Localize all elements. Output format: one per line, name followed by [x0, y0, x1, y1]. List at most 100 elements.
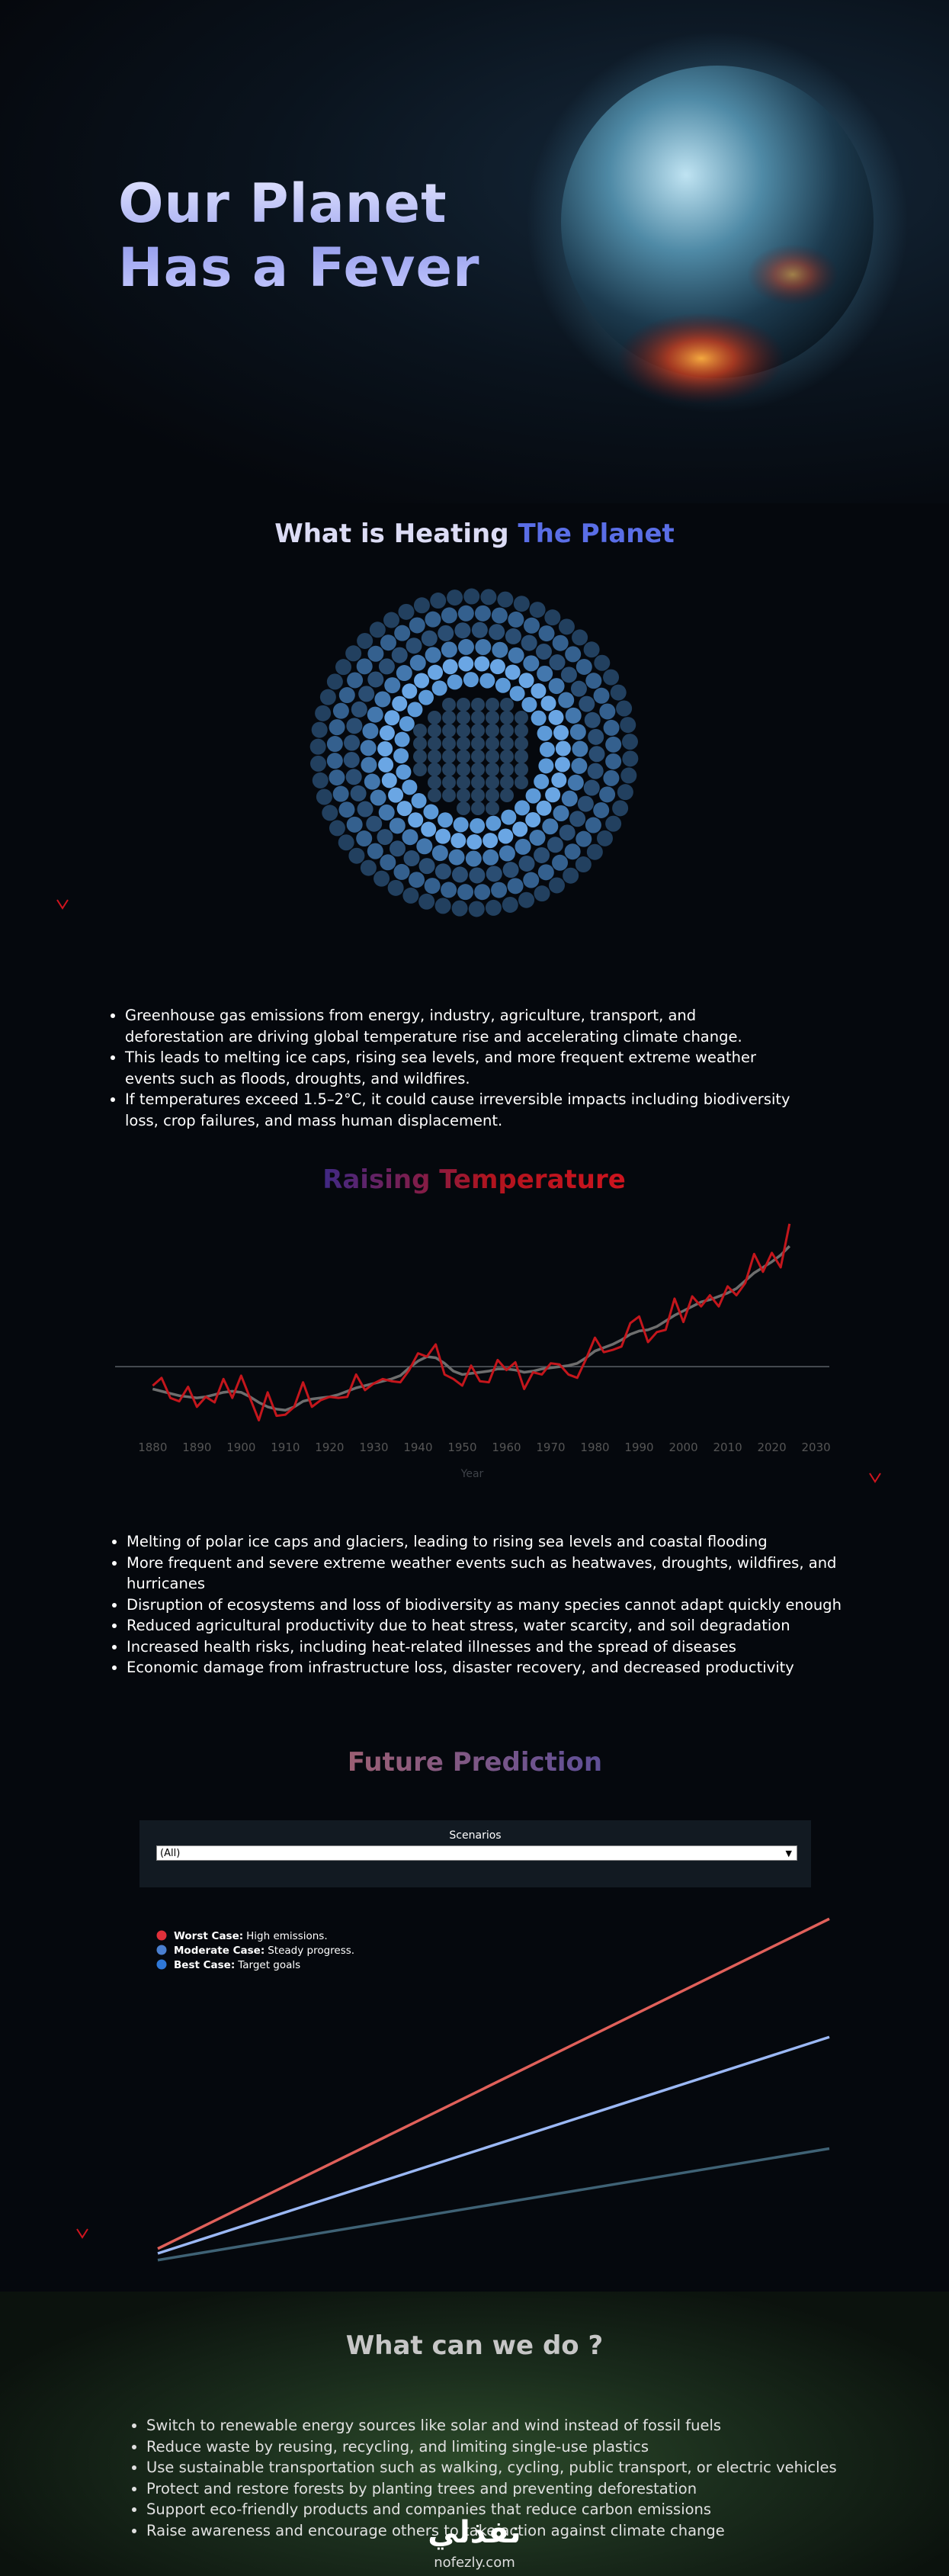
- decor-circle: [525, 788, 541, 804]
- legend-entry: Best Case: Target goals: [174, 1959, 300, 1971]
- decor-circle: [442, 789, 456, 802]
- decor-circle: [570, 680, 587, 697]
- bullet-item: Support eco-friendly products and compan…: [146, 2499, 909, 2520]
- bullet-item: Protect and restore forests by planting …: [146, 2478, 909, 2500]
- decor-circle: [423, 804, 439, 820]
- legend-entry: Worst Case: High emissions.: [174, 1930, 328, 1942]
- decor-circle: [409, 872, 425, 888]
- decor-circle: [471, 789, 485, 802]
- decor-circle: [441, 607, 457, 624]
- decor-circle: [603, 769, 620, 786]
- decor-circle: [486, 776, 499, 789]
- decor-circle: [384, 710, 400, 726]
- decor-circle: [435, 828, 451, 844]
- decor-circle: [377, 829, 393, 846]
- decor-circle: [500, 737, 514, 750]
- scenario-line: [157, 2147, 830, 2262]
- decor-circle: [508, 611, 524, 628]
- decor-arrow: [76, 1946, 88, 2239]
- legend-name: Worst Case:: [174, 1930, 243, 1942]
- bullet-item: Economic damage from infrastructure loss…: [127, 1657, 889, 1678]
- earth-fire: [747, 244, 838, 305]
- decor-circle: [381, 772, 397, 789]
- decor-circle: [387, 879, 404, 896]
- decor-circle: [442, 763, 456, 776]
- decor-circle: [471, 622, 488, 638]
- decor-circle: [332, 702, 349, 719]
- decor-circle: [534, 885, 550, 902]
- decor-circle: [416, 838, 433, 855]
- decor-circle: [612, 800, 629, 817]
- decor-circle: [361, 756, 377, 773]
- filter-select[interactable]: (All) ▼: [156, 1845, 797, 1861]
- decor-circle: [474, 884, 491, 901]
- decor-circle: [441, 882, 457, 898]
- x-tick-label: 1980: [580, 1441, 609, 1454]
- decor-circle: [380, 854, 396, 871]
- decor-circle: [509, 686, 525, 702]
- decor-circle: [344, 734, 361, 751]
- decor-circle: [413, 724, 427, 737]
- decor-circle: [565, 646, 582, 663]
- x-tick-label: 1970: [536, 1441, 565, 1454]
- decor-circle: [483, 849, 499, 866]
- filter-value: (All): [160, 1848, 181, 1859]
- decor-circle: [358, 686, 375, 702]
- decor-circle: [350, 785, 367, 801]
- decor-circle: [486, 750, 499, 763]
- decor-circle: [366, 815, 383, 832]
- decor-circle: [515, 711, 528, 724]
- decor-circle: [587, 763, 604, 779]
- decor-circle: [565, 707, 582, 724]
- decor-circle: [370, 789, 386, 806]
- decor-circle: [448, 849, 465, 866]
- decor-circle: [575, 830, 592, 847]
- decor-circle: [338, 834, 354, 851]
- decor-circle: [515, 776, 528, 789]
- decor-circle: [500, 724, 514, 737]
- decor-circle: [329, 769, 345, 786]
- scenario-line: [157, 2035, 830, 2255]
- decor-circle: [357, 801, 374, 817]
- decor-circle: [457, 763, 470, 776]
- decor-circle: [605, 753, 622, 769]
- decor-circle: [534, 846, 550, 863]
- legend-entry: Moderate Case: Steady progress.: [174, 1945, 354, 1957]
- decor-circle: [457, 737, 470, 750]
- heading-part: The Planet: [518, 519, 675, 549]
- decor-circle: [442, 659, 458, 675]
- decor-circle: [544, 609, 561, 626]
- decor-circle: [547, 837, 563, 853]
- decor-circle: [457, 776, 470, 789]
- decor-circle: [512, 821, 528, 837]
- scenario-filter: Scenarios (All) ▼: [139, 1820, 811, 1887]
- decor-circle: [457, 724, 470, 737]
- decor-circle: [502, 862, 519, 878]
- decor-circle: [486, 711, 499, 724]
- decor-circle: [367, 671, 384, 688]
- decor-circle: [505, 628, 521, 644]
- decor-circle: [554, 756, 570, 772]
- decor-circle: [575, 856, 592, 873]
- decor-circle: [378, 804, 395, 821]
- decor-circle: [529, 602, 546, 618]
- decor-circle: [515, 800, 531, 816]
- decor-circle: [428, 763, 441, 776]
- decor-circle: [438, 812, 454, 828]
- decor-circle: [498, 828, 514, 844]
- decor-circle: [610, 684, 627, 701]
- decor-circle: [596, 830, 613, 846]
- filter-label: Scenarios: [449, 1829, 502, 1842]
- decor-circle: [572, 629, 588, 646]
- decor-circle: [579, 695, 595, 712]
- x-tick-label: 2000: [668, 1441, 697, 1454]
- decor-circle: [414, 673, 430, 689]
- decor-circle: [483, 833, 499, 849]
- decor-circle: [374, 691, 391, 708]
- decor-circle: [620, 767, 637, 784]
- decor-circle: [486, 866, 502, 882]
- decor-circle: [605, 736, 622, 753]
- decor-circle: [345, 769, 362, 785]
- decor-circle: [442, 776, 456, 789]
